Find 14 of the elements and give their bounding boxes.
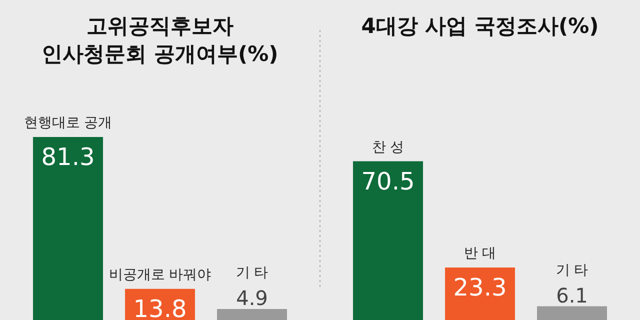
- chart-title: 4대강 사업 국정조사(%): [360, 13, 600, 40]
- x-tick-label: 찬 성: [372, 139, 404, 156]
- data-label: 6.1: [556, 283, 588, 308]
- chart-title: 고위공직후보자 인사청문회 공개여부(%): [40, 13, 280, 68]
- data-label: 70.5: [361, 167, 415, 196]
- data-label: 23.3: [453, 274, 507, 302]
- x-tick-label: 비공개로 바꿔야: [108, 266, 212, 283]
- data-label: 4.9: [236, 286, 268, 310]
- x-tick-label: 기 타: [236, 264, 268, 281]
- data-label: 81.3: [41, 143, 95, 171]
- x-tick-label: 기 타: [556, 262, 588, 278]
- x-tick-label: 반 대: [464, 246, 496, 262]
- x-tick-label: 현행대로 공개: [24, 115, 112, 131]
- data-label: 13.8: [133, 294, 187, 320]
